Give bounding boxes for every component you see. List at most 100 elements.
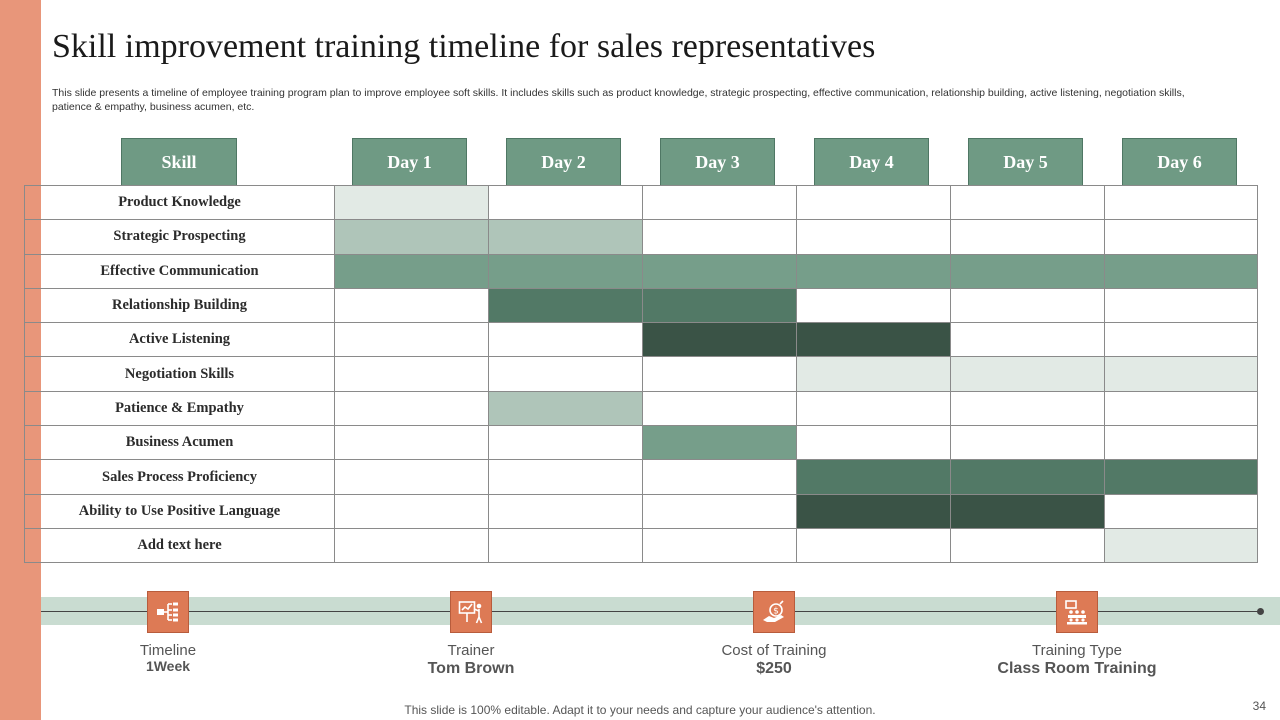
skill-name-cell: Active Listening (24, 322, 335, 358)
day-cell (334, 390, 489, 427)
table-row: Negotiation Skills (24, 356, 1258, 392)
day-cell (334, 425, 489, 461)
day-cell (1104, 527, 1258, 564)
trainer-presentation-icon (450, 591, 492, 633)
skill-name-cell: Negotiation Skills (24, 356, 335, 392)
skill-name-cell: Sales Process Proficiency (24, 459, 335, 495)
day-cell (334, 219, 489, 255)
day-cell (642, 322, 797, 358)
day-cell (950, 425, 1105, 461)
day-cell (488, 390, 643, 427)
day-cell (642, 493, 797, 529)
training-timeline-table: Product Knowledge Strategic Prospecting Ef… (24, 184, 1258, 564)
day-cell (642, 527, 797, 564)
skill-name-cell: Product Knowledge (24, 184, 335, 221)
day-cell (642, 459, 797, 495)
day-cell (950, 356, 1105, 392)
skill-name-cell: Effective Communication (24, 253, 335, 289)
header-day-6: Day 6 (1122, 138, 1237, 185)
skill-name-cell: Relationship Building (24, 287, 335, 324)
table-row: Active Listening (24, 322, 1258, 358)
day-cell (1104, 356, 1258, 392)
day-cell (1104, 390, 1258, 427)
day-cell (950, 322, 1105, 358)
day-cell (334, 527, 489, 564)
bottom-timeline-line (41, 611, 1261, 612)
timeline-end-dot (1257, 608, 1264, 615)
table-row: Effective Communication (24, 253, 1258, 289)
day-cell (1104, 253, 1258, 289)
day-cell (1104, 219, 1258, 255)
skill-name-cell: Patience & Empathy (24, 390, 335, 427)
header-day-4: Day 4 (814, 138, 929, 185)
day-cell (796, 253, 951, 289)
day-cell (488, 425, 643, 461)
day-cell (488, 184, 643, 221)
table-row: Relationship Building (24, 287, 1258, 324)
header-day-1: Day 1 (352, 138, 467, 185)
skill-name-cell: Ability to Use Positive Language (24, 493, 335, 529)
table-row: Ability to Use Positive Language (24, 493, 1258, 529)
day-cell (642, 356, 797, 392)
table-row: Add text here (24, 527, 1258, 564)
day-cell (796, 493, 951, 529)
footer-note: This slide is 100% editable. Adapt it to… (404, 703, 876, 717)
slide-subtitle: This slide presents a timeline of employ… (52, 87, 1185, 113)
day-cell (488, 493, 643, 529)
day-cell (796, 390, 951, 427)
page-number: 34 (1252, 699, 1266, 713)
day-cell (642, 184, 797, 221)
day-cell (796, 425, 951, 461)
header-skill: Skill (121, 138, 237, 185)
day-cell (1104, 322, 1258, 358)
day-cell (642, 425, 797, 461)
day-cell (488, 219, 643, 255)
day-cell (488, 253, 643, 289)
day-cell (334, 356, 489, 392)
day-cell (334, 459, 489, 495)
day-cell (950, 493, 1105, 529)
day-cell (334, 287, 489, 324)
timeline-icon (147, 591, 189, 633)
table-row: Patience & Empathy (24, 390, 1258, 427)
day-cell (334, 253, 489, 289)
timeline-value: 1Week (145, 658, 191, 674)
day-cell (950, 219, 1105, 255)
day-cell (334, 322, 489, 358)
training-type-value: Class Room Training (997, 660, 1157, 677)
table-row: Product Knowledge (24, 184, 1258, 221)
day-cell (796, 219, 951, 255)
day-cell (1104, 459, 1258, 495)
cost-value: $250 (756, 660, 792, 677)
training-type-label: Training Type (1031, 642, 1123, 659)
day-cell (488, 287, 643, 324)
day-cell (488, 459, 643, 495)
day-cell (950, 390, 1105, 427)
header-day-3: Day 3 (660, 138, 775, 185)
header-day-2: Day 2 (506, 138, 621, 185)
day-cell (642, 219, 797, 255)
day-cell (950, 287, 1105, 324)
day-cell (796, 287, 951, 324)
day-cell (488, 322, 643, 358)
skill-name-cell: Business Acumen (24, 425, 335, 461)
money-cost-icon: $ (753, 591, 795, 633)
day-cell (1104, 425, 1258, 461)
day-cell (796, 527, 951, 564)
day-cell (796, 322, 951, 358)
table-row: Sales Process Proficiency (24, 459, 1258, 495)
day-cell (642, 390, 797, 427)
day-cell (642, 253, 797, 289)
day-cell (950, 527, 1105, 564)
table-row: Business Acumen (24, 425, 1258, 461)
day-cell (334, 184, 489, 221)
day-cell (950, 459, 1105, 495)
skill-name-cell: Add text here (24, 527, 335, 564)
day-cell (488, 527, 643, 564)
timeline-label: Timeline (139, 642, 197, 659)
day-cell (642, 287, 797, 324)
day-cell (950, 184, 1105, 221)
slide-title: Skill improvement training timeline for … (52, 28, 876, 65)
day-cell (796, 459, 951, 495)
skill-name-cell: Strategic Prospecting (24, 219, 335, 255)
